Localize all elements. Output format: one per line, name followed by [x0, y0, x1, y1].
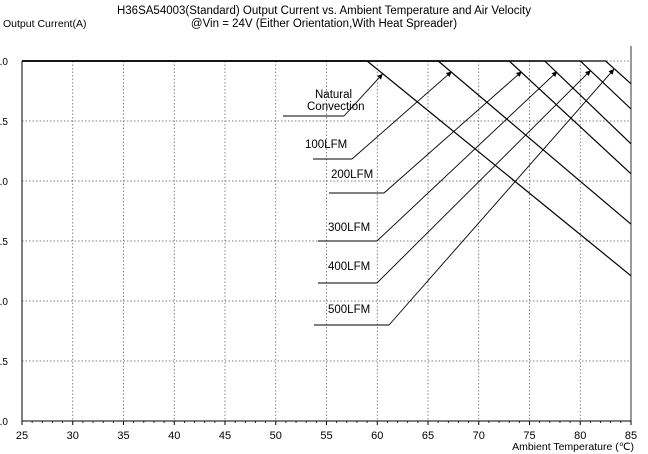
series-lines	[22, 60, 632, 277]
y-tick-label: 3.0	[0, 57, 8, 68]
y-tick-label: .5	[0, 357, 8, 368]
annotation-label: 300LFM	[328, 222, 370, 234]
axes: 25 30 35 40 45 50 55 60 65 70 75 80 85 0.0 .5 1.0 1.5 2.0…	[0, 46, 637, 442]
annotation-label: 100LFM	[305, 139, 347, 151]
annotation-arrow	[388, 68, 615, 326]
y-tick-label: 2.5	[0, 117, 8, 128]
x-tick-label: 40	[168, 430, 180, 442]
x-tick-label: 60	[371, 430, 383, 442]
annotation-arrow	[376, 71, 558, 242]
annotation-label: Convection	[307, 101, 365, 113]
annotation: 100LFM	[305, 71, 452, 160]
y-axis-label: Output Current(A)	[3, 18, 87, 30]
annotation: 200LFM	[329, 71, 522, 194]
annotation: 400LFM	[318, 70, 591, 284]
x-tick-label: 75	[523, 430, 535, 442]
x-tick-label: 45	[219, 430, 231, 442]
annotation: 300LFM	[318, 71, 558, 242]
x-tick-label: 65	[422, 430, 434, 442]
annotation: 500LFM	[314, 68, 615, 326]
x-tick-label: 25	[16, 430, 28, 442]
x-axis-label: Ambient Temperature (℃)	[512, 441, 634, 453]
chart-subtitle: @Vin = 24V (Either Orientation,With Heat…	[190, 18, 458, 30]
chart-title: H36SA54003(Standard) Output Current vs. …	[116, 5, 532, 17]
annotation-arrow	[343, 73, 383, 117]
x-tick-label: 55	[320, 430, 332, 442]
series-line	[22, 60, 632, 85]
y-tick-label: 0.0	[0, 417, 8, 428]
annotation-label: 500LFM	[328, 304, 370, 316]
annotation-label: 200LFM	[331, 169, 373, 181]
y-tick-label: 1.5	[0, 237, 8, 248]
y-tick-label: 2.0	[0, 177, 8, 188]
x-tick-label: 70	[473, 430, 485, 442]
annotation-label: 400LFM	[328, 261, 370, 273]
annotation-label: Natural	[315, 89, 352, 101]
annotation-arrow	[376, 70, 591, 284]
x-tick-label: 85	[625, 430, 637, 442]
x-tick-label: 30	[67, 430, 79, 442]
x-tick-label: 80	[574, 430, 586, 442]
y-tick-label: 1.0	[0, 297, 8, 308]
x-tick-label: 35	[117, 430, 129, 442]
x-tick-label: 50	[270, 430, 282, 442]
annotation-arrow	[351, 71, 452, 160]
annotation-arrow	[383, 71, 522, 194]
